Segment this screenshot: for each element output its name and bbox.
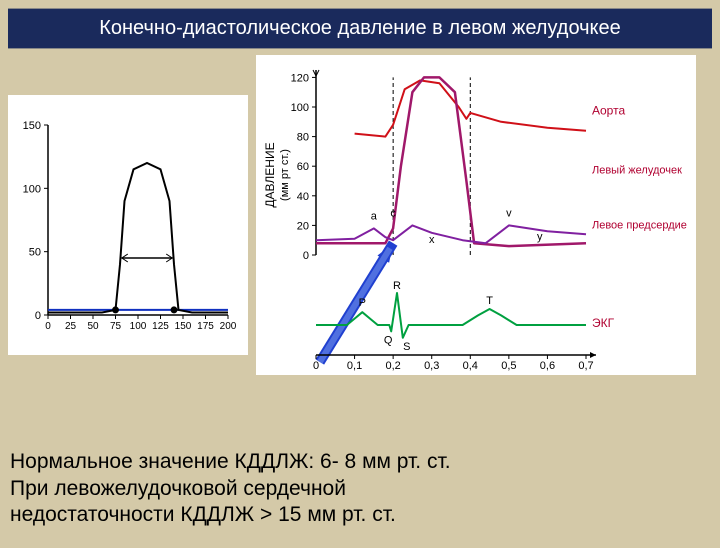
svg-text:80: 80 <box>297 132 309 144</box>
svg-text:50: 50 <box>29 247 41 259</box>
svg-text:60: 60 <box>297 161 309 173</box>
svg-text:ЭКГ: ЭКГ <box>592 316 615 330</box>
page-title: Конечно-диастолическое давление в левом … <box>8 8 712 49</box>
svg-text:y: y <box>537 231 543 243</box>
svg-text:0: 0 <box>35 310 41 322</box>
svg-text:S: S <box>403 341 410 353</box>
svg-text:Q: Q <box>384 334 393 346</box>
svg-text:75: 75 <box>110 321 122 332</box>
svg-text:125: 125 <box>152 321 169 332</box>
svg-text:20: 20 <box>297 220 309 232</box>
svg-text:200: 200 <box>220 321 237 332</box>
svg-text:ВРЕМЯ мсек: ВРЕМЯ мсек <box>415 374 488 375</box>
right-pressure-ecg-chart: 0 20 40 60 80 100 120 ДАВЛЕНИЕ(мм рт ст.) Аорта Л… <box>256 55 696 375</box>
svg-text:100: 100 <box>291 102 309 114</box>
svg-text:T: T <box>486 295 493 307</box>
svg-text:150: 150 <box>175 321 192 332</box>
svg-text:Левое предсердие: Левое предсердие <box>592 219 687 231</box>
svg-text:P: P <box>359 297 366 309</box>
bottom-line-3: недостаточности КДДЛЖ > 15 мм рт. ст. <box>10 502 451 528</box>
svg-text:0,6: 0,6 <box>540 360 555 372</box>
svg-text:0: 0 <box>45 321 51 332</box>
svg-text:R: R <box>393 280 401 292</box>
svg-text:50: 50 <box>87 321 99 332</box>
svg-text:0: 0 <box>303 250 309 262</box>
svg-text:25: 25 <box>65 321 77 332</box>
svg-text:0,3: 0,3 <box>424 360 439 372</box>
bottom-line-1: Нормальное значение КДДЛЖ: 6- 8 мм рт. с… <box>10 449 451 475</box>
svg-text:v: v <box>506 207 512 219</box>
svg-text:150: 150 <box>23 120 41 132</box>
svg-text:100: 100 <box>130 321 147 332</box>
svg-text:0,1: 0,1 <box>347 360 362 372</box>
bottom-line-2: При левожелудочковой сердечной <box>10 476 451 502</box>
svg-text:c: c <box>390 207 396 219</box>
svg-text:120: 120 <box>291 72 309 84</box>
svg-text:0,7: 0,7 <box>578 360 593 372</box>
svg-text:40: 40 <box>297 191 309 203</box>
svg-text:175: 175 <box>197 321 214 332</box>
svg-text:0,2: 0,2 <box>385 360 400 372</box>
svg-text:Аорта: Аорта <box>592 103 625 117</box>
svg-text:(мм рт ст.): (мм рт ст.) <box>279 149 291 201</box>
svg-text:Левый желудочек: Левый желудочек <box>592 165 682 177</box>
charts-row: 0 50 100 150 0 25 50 75 100 125 150 175 200 0 20 40 60 8… <box>8 55 712 375</box>
svg-text:a: a <box>371 210 378 222</box>
bottom-text: Нормальное значение КДДЛЖ: 6- 8 мм рт. с… <box>10 449 451 528</box>
svg-text:x: x <box>429 234 435 246</box>
left-pressure-chart: 0 50 100 150 0 25 50 75 100 125 150 175 200 <box>8 95 248 355</box>
svg-text:0,5: 0,5 <box>501 360 516 372</box>
svg-text:0,4: 0,4 <box>463 360 478 372</box>
svg-text:100: 100 <box>23 183 41 195</box>
svg-text:0: 0 <box>313 360 319 372</box>
svg-text:ДАВЛЕНИЕ: ДАВЛЕНИЕ <box>263 142 277 207</box>
